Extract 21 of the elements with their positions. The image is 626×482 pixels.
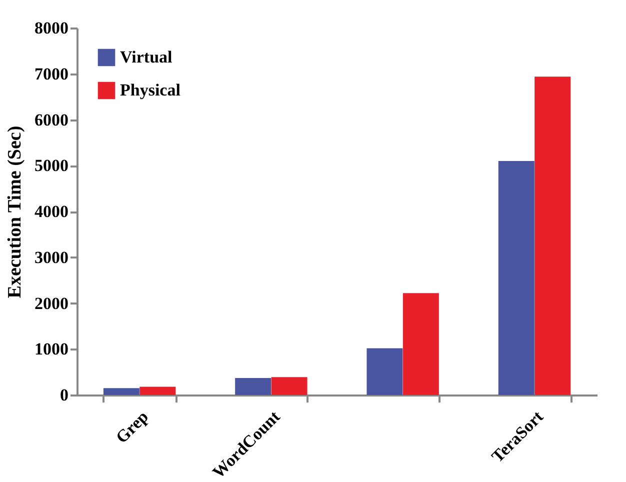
x-tick-label: Grep — [112, 407, 152, 448]
y-tick-label: 2000 — [34, 294, 68, 313]
bar — [534, 76, 571, 395]
bar — [103, 388, 140, 395]
y-tick-label: 6000 — [34, 110, 68, 130]
y-tick-label: 4000 — [34, 202, 68, 221]
y-tick-label: 8000 — [34, 18, 68, 38]
bar — [498, 161, 534, 395]
y-tick-label: 7000 — [34, 64, 68, 84]
bar — [235, 378, 272, 395]
legend-label: Virtual — [120, 48, 173, 66]
bar — [271, 377, 308, 395]
y-tick-label: 5000 — [34, 156, 68, 176]
bar — [140, 386, 176, 395]
bar — [402, 293, 439, 395]
bar — [366, 348, 403, 395]
y-tick-label: 1000 — [34, 340, 68, 359]
y-axis-title: Execution Time (Sec) — [4, 126, 26, 298]
legend-label: Physical — [120, 80, 181, 100]
y-tick-label: 3000 — [34, 248, 68, 267]
y-tick-label: 0 — [60, 386, 68, 404]
